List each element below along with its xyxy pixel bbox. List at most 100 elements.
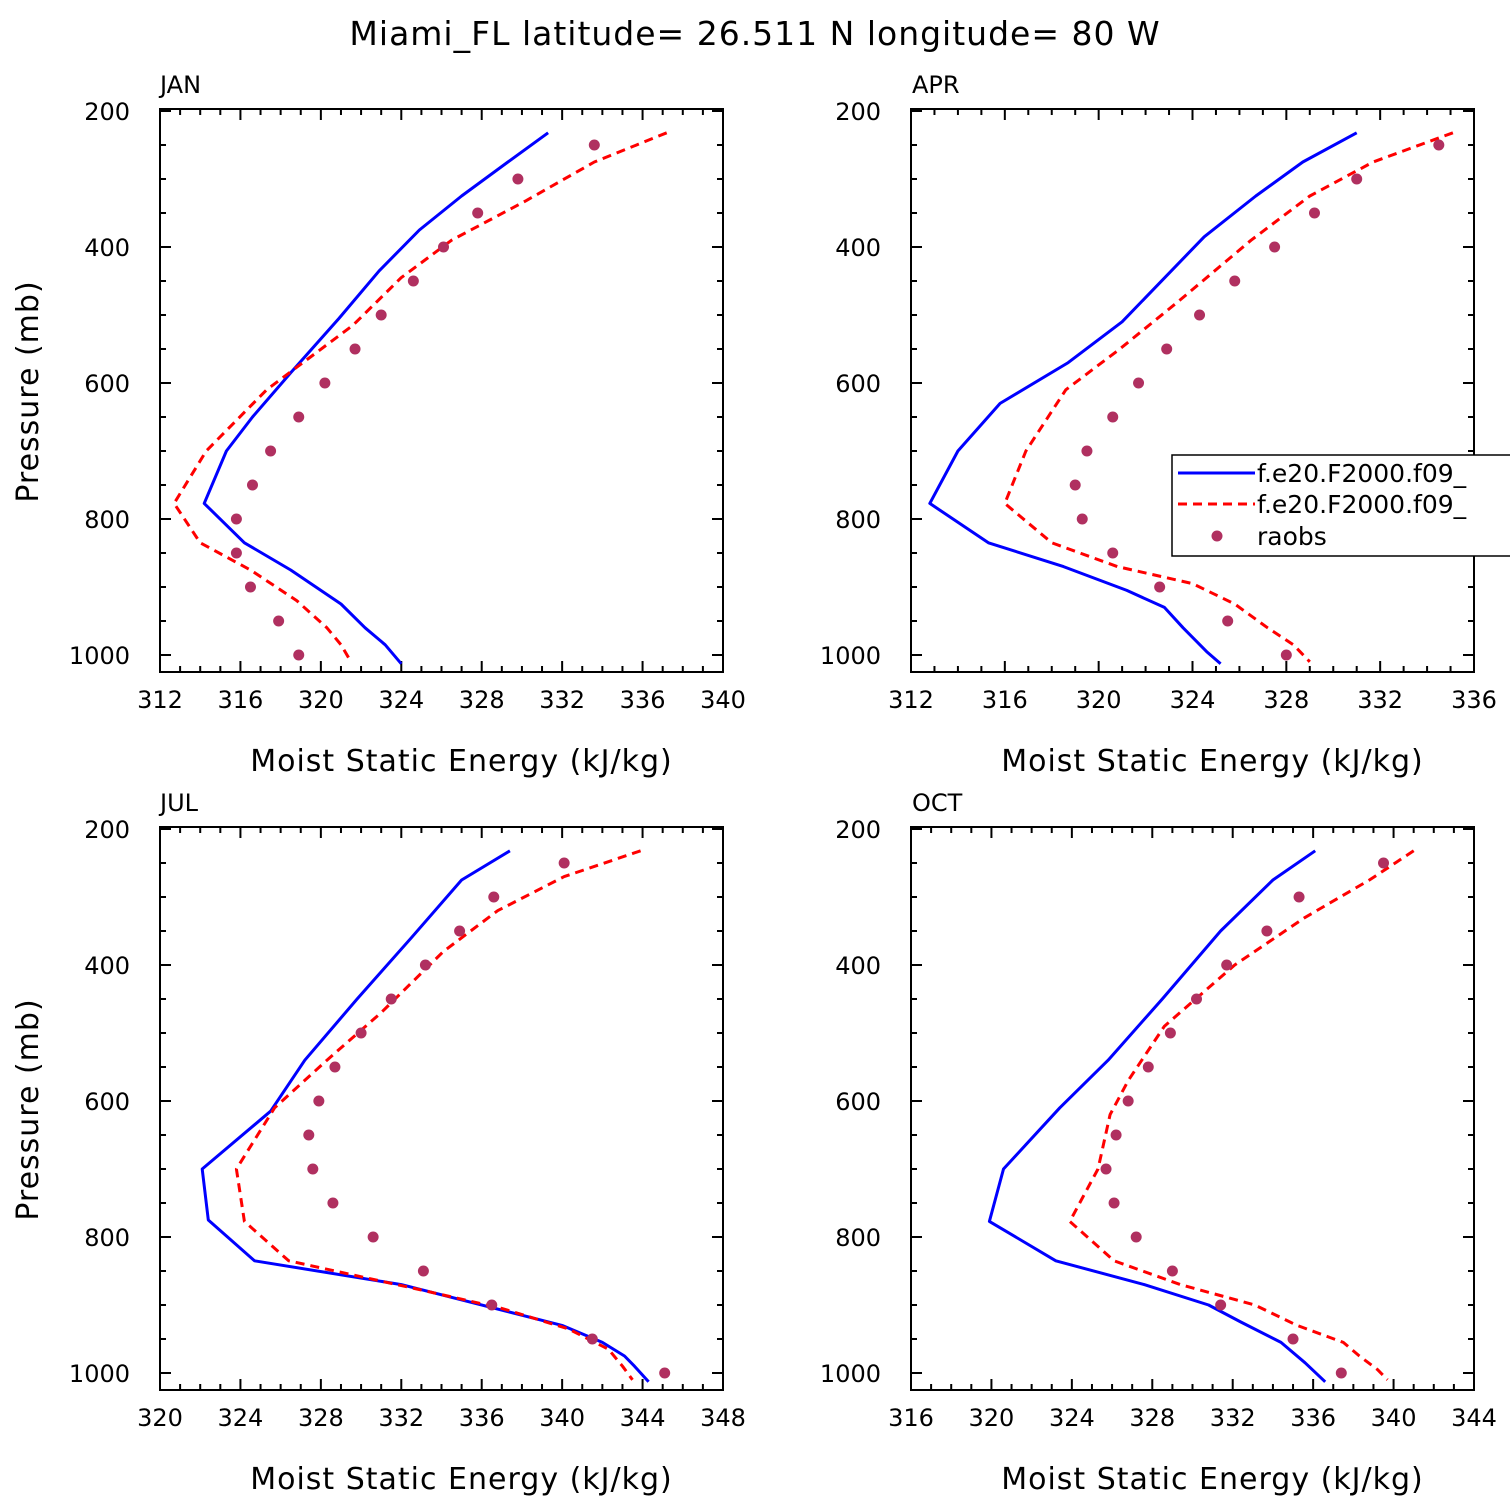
- x-tick-label: 340: [700, 686, 746, 714]
- raobs-point: [558, 857, 570, 869]
- plot-frame: [159, 108, 724, 673]
- raobs-point: [329, 1061, 341, 1073]
- x-axis-label: Moist Static Energy (kJ/kg): [250, 1462, 673, 1497]
- y-tick-label: 800: [84, 1224, 130, 1252]
- raobs-point: [1335, 1367, 1347, 1379]
- series-line-dashed: [1068, 849, 1415, 1381]
- x-tick-label: 340: [539, 1404, 585, 1432]
- raobs-point: [349, 343, 361, 355]
- y-tick-label: 600: [84, 1088, 130, 1116]
- y-tick-label: 200: [84, 816, 130, 844]
- raobs-point: [1130, 1231, 1142, 1243]
- x-tick-label: 324: [218, 1404, 264, 1432]
- raobs-point: [244, 581, 256, 593]
- raobs-point: [273, 615, 285, 627]
- raobs-point: [303, 1129, 315, 1141]
- raobs-point: [1293, 891, 1305, 903]
- x-tick-label: 324: [1170, 686, 1216, 714]
- x-axis-label: Moist Static Energy (kJ/kg): [250, 744, 673, 779]
- x-tick-label: 320: [137, 1404, 183, 1432]
- raobs-point: [1142, 1061, 1154, 1073]
- series-line-dashed: [1003, 131, 1454, 663]
- raobs-point: [1161, 343, 1173, 355]
- raobs-point: [1280, 649, 1292, 661]
- x-tick-label: 332: [1357, 686, 1403, 714]
- figure-title: Miami_FL latitude= 26.511 N longitude= 8…: [349, 14, 1160, 53]
- raobs-point: [488, 891, 500, 903]
- y-axis-label: Pressure (mb): [11, 998, 46, 1220]
- raobs-point: [307, 1163, 319, 1175]
- y-tick-label: 600: [84, 370, 130, 398]
- raobs-point: [367, 1231, 379, 1243]
- raobs-point: [1164, 1027, 1176, 1039]
- x-tick-label: 324: [1049, 1404, 1095, 1432]
- y-tick-label: 1000: [820, 1360, 881, 1388]
- series-line-solid: [987, 849, 1327, 1383]
- y-tick-label: 400: [84, 234, 130, 262]
- series-line-solid: [200, 849, 650, 1383]
- raobs-point: [293, 649, 305, 661]
- y-tick-label: 1000: [69, 1360, 130, 1388]
- raobs-point: [319, 377, 331, 389]
- x-tick-label: 320: [298, 686, 344, 714]
- y-tick-label: 400: [835, 952, 881, 980]
- raobs-point: [230, 513, 242, 525]
- raobs-point: [1107, 411, 1119, 423]
- x-tick-label: 332: [1210, 1404, 1256, 1432]
- legend-dot: [1211, 530, 1223, 542]
- raobs-point: [265, 445, 277, 457]
- y-tick-label: 400: [835, 234, 881, 262]
- x-tick-label: 344: [1451, 1404, 1497, 1432]
- x-tick-label: 312: [137, 686, 183, 714]
- raobs-point: [1378, 857, 1390, 869]
- raobs-point: [407, 275, 419, 287]
- y-tick-label: 200: [835, 98, 881, 126]
- y-tick-label: 600: [835, 1088, 881, 1116]
- y-axis-label: Pressure (mb): [11, 280, 46, 502]
- x-tick-label: 328: [1129, 1404, 1175, 1432]
- raobs-point: [1351, 173, 1363, 185]
- legend-label-3: raobs: [1257, 522, 1327, 551]
- panel-title-apr: APR: [912, 71, 960, 99]
- y-tick-label: 1000: [69, 642, 130, 670]
- raobs-point: [1269, 241, 1281, 253]
- raobs-point: [1191, 993, 1203, 1005]
- y-tick-label: 800: [84, 506, 130, 534]
- x-tick-label: 336: [459, 1404, 505, 1432]
- x-tick-label: 320: [969, 1404, 1015, 1432]
- raobs-point: [486, 1299, 498, 1311]
- raobs-point: [1122, 1095, 1134, 1107]
- y-tick-label: 600: [835, 370, 881, 398]
- series-line-dashed: [172, 131, 668, 663]
- legend-label-2: f.e20.F2000.f09_: [1257, 490, 1467, 519]
- raobs-point: [1154, 581, 1166, 593]
- raobs-point: [1081, 445, 1093, 457]
- panel-apr: APR 312 316 320 324 328 332 336 200 400 600 800 100…: [820, 71, 1497, 779]
- raobs-point: [659, 1367, 671, 1379]
- raobs-point: [1076, 513, 1088, 525]
- raobs-point: [417, 1265, 429, 1277]
- raobs-point: [355, 1027, 367, 1039]
- x-tick-label: 320: [1076, 686, 1122, 714]
- y-tick-label: 800: [835, 506, 881, 534]
- raobs-point: [1221, 959, 1233, 971]
- raobs-point: [1166, 1265, 1178, 1277]
- x-tick-label: 348: [700, 1404, 746, 1432]
- panel-jul: JUL 320 324 328 332 336 340 344 348 200 400 600 800…: [11, 789, 746, 1497]
- raobs-point: [454, 925, 466, 937]
- raobs-point: [327, 1197, 339, 1209]
- x-tick-label: 316: [982, 686, 1028, 714]
- raobs-point: [1215, 1299, 1227, 1311]
- x-tick-label: 328: [459, 686, 505, 714]
- series-line-solid: [928, 131, 1358, 665]
- raobs-point: [293, 411, 305, 423]
- raobs-point: [1107, 547, 1119, 559]
- raobs-point: [1100, 1163, 1112, 1175]
- panel-title-jan: JAN: [158, 71, 201, 99]
- raobs-point: [1261, 925, 1273, 937]
- x-axis-label: Moist Static Energy (kJ/kg): [1001, 744, 1424, 779]
- raobs-point: [1229, 275, 1241, 287]
- legend-label-1: f.e20.F2000.f09_: [1257, 459, 1467, 488]
- plot-frame: [910, 108, 1475, 673]
